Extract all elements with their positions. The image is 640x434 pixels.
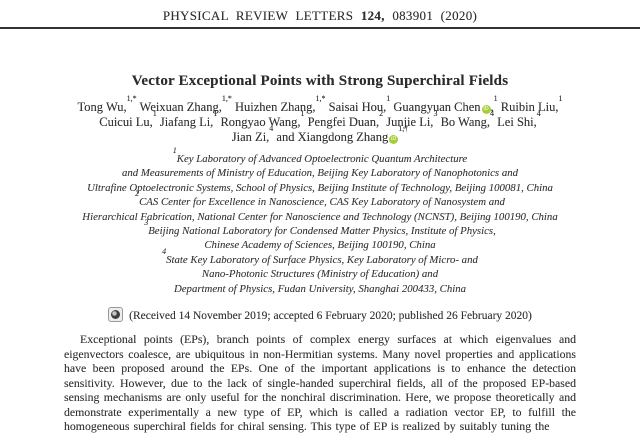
author-line-1: Tong Wu,1,* Weixuan Zhang,1,* Huizhen Zh… — [0, 94, 640, 115]
author: Saisai Hou,1 — [328, 94, 391, 114]
author: Pengfei Duan,2 — [307, 109, 384, 129]
page-title: Vector Exceptional Points with Strong Su… — [131, 73, 509, 89]
article-badge-icon[interactable] — [108, 307, 124, 323]
abstract-text: Exceptional points (EPs), branch points … — [64, 332, 576, 434]
author: Huizhen Zhang,1,* — [234, 94, 326, 114]
affiliation-line: Ultrafine Optoelectronic Systems, School… — [87, 181, 553, 194]
affiliation-line: Hierarchical Fabrication, National Cente… — [82, 210, 558, 223]
badge-dot — [111, 310, 121, 320]
affiliation-block: 1Key Laboratory of Advanced Optoelectron… — [0, 145, 640, 296]
journal-name: PHYSICAL REVIEW LETTERS — [162, 8, 354, 23]
author: Junjie Li,3 — [386, 109, 438, 129]
affiliation-line: and Measurements of Ministry of Educatio… — [121, 167, 519, 180]
journal-header: PHYSICAL REVIEW LETTERS 124, 083901 (202… — [0, 0, 640, 24]
article-number: 083901 (2020) — [392, 8, 478, 23]
author: Lei Shi,4 — [497, 109, 541, 129]
orcid-icon[interactable]: iD — [481, 105, 491, 114]
author-line-2: Cuicui Lu,1 Jiafang Li,1 Rongyao Wang,1 … — [0, 109, 640, 130]
author: Weixuan Zhang,1,* — [139, 94, 232, 114]
author: Jian Zi,4 — [231, 124, 274, 144]
author: Tong Wu,1,* — [77, 94, 137, 114]
affiliation-line: Nano-Photonic Structures (Ministry of Ed… — [201, 268, 439, 281]
author-block: Tong Wu,1,* Weixuan Zhang,1,* Huizhen Zh… — [0, 94, 640, 145]
orcid-icon[interactable]: iD — [389, 135, 399, 144]
affiliation-line: 1Key Laboratory of Advanced Optoelectron… — [172, 145, 468, 165]
affiliation-line: 2CAS Center for Excellence in Nanoscienc… — [135, 189, 505, 209]
author-line-3: Jian Zi,4 and Xiangdong Zhang iD1,† — [0, 124, 640, 145]
author: Bo Wang,4 — [440, 109, 495, 129]
author: and Xiangdong Zhang iD1,† — [276, 124, 409, 144]
dates-text: (Received 14 November 2019; accepted 6 F… — [129, 310, 532, 323]
header-divider — [0, 27, 640, 29]
affiliation-line: 3Beijing National Laboratory for Condens… — [144, 217, 496, 238]
author: Cuicui Lu,1 — [99, 109, 157, 129]
affiliation-line: Department of Physics, Fudan University,… — [173, 282, 467, 295]
received-line: (Received 14 November 2019; accepted 6 F… — [0, 307, 640, 323]
author: Jiafang Li,1 — [159, 109, 218, 129]
affiliation-line: Chinese Academy of Sciences, Beijing 100… — [204, 239, 436, 252]
author: Guangyuan Chen iD ,1 — [393, 94, 498, 114]
journal-volume: 124, — [360, 8, 385, 23]
author: Ruibin Liu,1 — [500, 94, 563, 114]
affiliation-line: 4State Key Laboratory of Surface Physics… — [162, 246, 478, 266]
author: Rongyao Wang,1 — [220, 109, 305, 129]
